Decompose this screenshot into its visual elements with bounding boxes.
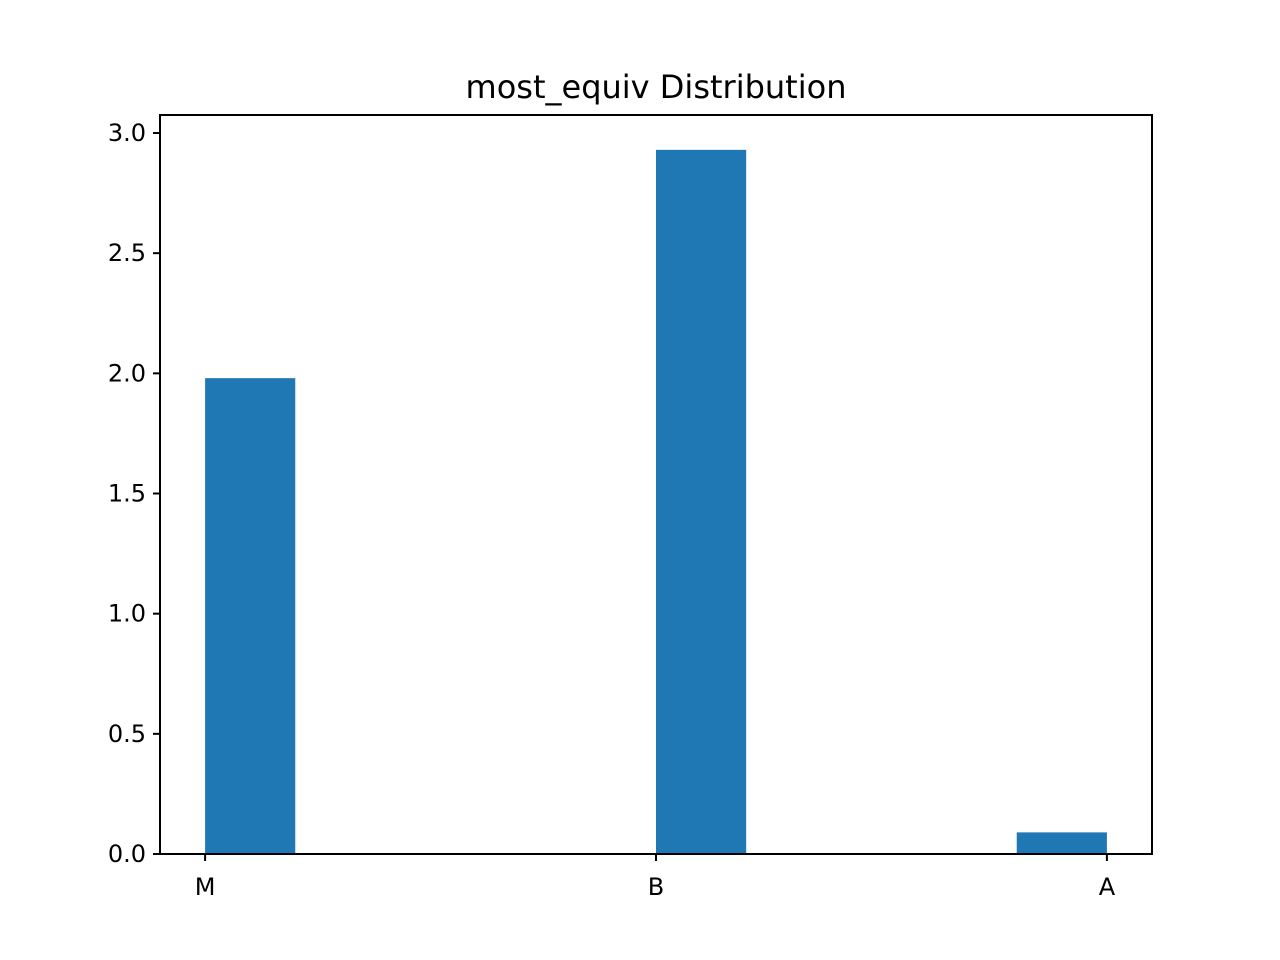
bar-2 xyxy=(1016,832,1107,854)
y-tick-label: 2.0 xyxy=(108,359,146,387)
chart-title: most_equiv Distribution xyxy=(466,68,847,106)
y-tick-label: 0.5 xyxy=(108,720,146,748)
y-tick-label: 1.5 xyxy=(108,480,146,508)
y-tick-label: 3.0 xyxy=(108,119,146,147)
bar-1 xyxy=(656,149,747,854)
x-tick-label: B xyxy=(648,873,664,901)
y-tick-label: 0.0 xyxy=(108,840,146,868)
y-axis: 0.0 0.5 1.0 1.5 2.0 2.5 3.0 xyxy=(108,119,160,868)
bars-layer xyxy=(205,149,1107,854)
x-tick-label: A xyxy=(1099,873,1116,901)
y-tick-label: 1.0 xyxy=(108,600,146,628)
bar-0 xyxy=(205,378,296,854)
x-tick-label: M xyxy=(195,873,216,901)
y-tick-label: 2.5 xyxy=(108,239,146,267)
